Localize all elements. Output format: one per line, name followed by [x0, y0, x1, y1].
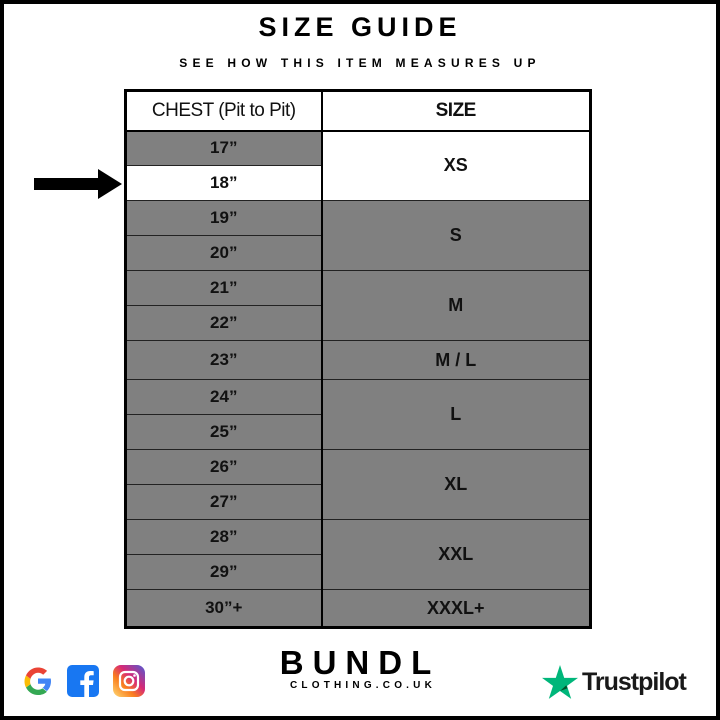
chest-cell: 17” — [125, 130, 323, 166]
size-cell: S — [321, 200, 591, 271]
table-row: 24” L — [125, 379, 591, 450]
size-table: CHEST (Pit to Pit) SIZE 17” XS 18” 19” S 2… — [124, 89, 592, 629]
chest-cell: 26” — [125, 449, 323, 485]
trustpilot-star-icon — [542, 665, 578, 699]
size-cell: L — [321, 379, 591, 450]
table-row: 28” XXL — [125, 519, 591, 590]
table-row: 19” S — [125, 200, 591, 271]
chest-cell: 27” — [125, 484, 323, 520]
chest-cell: 25” — [125, 414, 323, 450]
table-row: 21” M — [125, 270, 591, 341]
table-header-row: CHEST (Pit to Pit) SIZE — [125, 90, 591, 132]
chest-cell-highlighted: 18” — [125, 165, 323, 201]
header-chest: CHEST (Pit to Pit) — [125, 90, 323, 132]
table-row: 23” M / L — [125, 340, 591, 380]
chest-cell: 28” — [125, 519, 323, 555]
table-row: 29” — [125, 554, 591, 590]
brand-subtitle: CLOTHING.CO.UK — [289, 680, 437, 691]
google-icon[interactable] — [22, 665, 54, 697]
chest-cell: 23” — [125, 340, 323, 380]
arrow-right-icon — [34, 169, 122, 199]
size-cell: M / L — [321, 340, 591, 380]
size-cell: XL — [321, 449, 591, 520]
table-row: 26” XL — [125, 449, 591, 520]
page-subtitle: SEE HOW THIS ITEM MEASURES UP — [179, 56, 541, 70]
chest-cell: 22” — [125, 305, 323, 341]
table-row: 27” — [125, 484, 591, 520]
table-row: 22” — [125, 305, 591, 341]
table-row: 25” — [125, 414, 591, 450]
table-row: 20” — [125, 235, 591, 271]
size-cell: XXL — [321, 519, 591, 590]
page-title: SIZE GUIDE — [258, 12, 462, 42]
size-cell: M — [321, 270, 591, 341]
chest-cell: 20” — [125, 235, 323, 271]
brand-logo: BUNDL CLOTHING.CO.UK — [270, 644, 450, 692]
trustpilot-text: Trustpilot — [582, 667, 687, 696]
header-size: SIZE — [321, 90, 591, 132]
instagram-icon[interactable] — [113, 665, 145, 697]
table-row: 30”+ XXXL+ — [125, 589, 591, 628]
trustpilot-logo[interactable]: Trustpilot — [542, 664, 687, 700]
brand-name: BUNDL — [279, 644, 441, 681]
size-cell: XXXL+ — [321, 589, 591, 628]
facebook-icon[interactable] — [67, 665, 99, 697]
size-cell: XS — [321, 130, 591, 201]
table-row: 17” XS — [125, 130, 591, 201]
chest-cell: 24” — [125, 379, 323, 415]
chest-cell: 21” — [125, 270, 323, 306]
chest-cell: 29” — [125, 554, 323, 590]
chest-cell: 30”+ — [125, 589, 323, 628]
chest-cell: 19” — [125, 200, 323, 236]
